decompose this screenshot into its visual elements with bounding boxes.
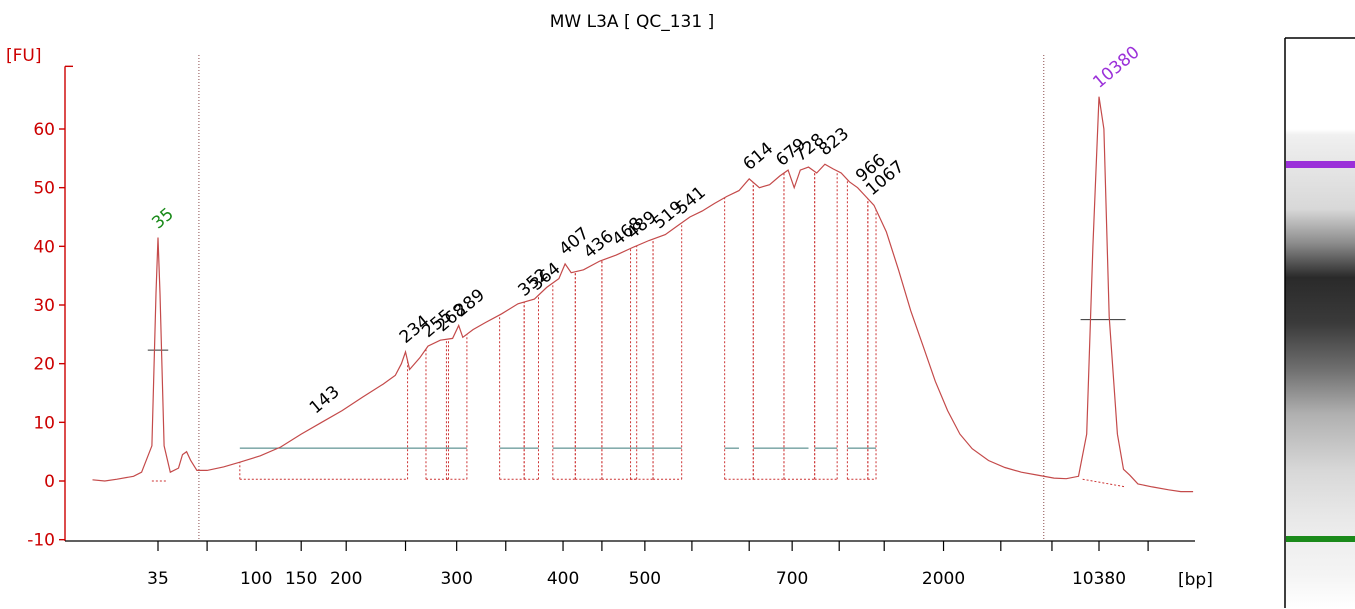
electropherogram-trace (92, 96, 1194, 493)
x-tick-label: 100 (240, 569, 272, 589)
peak-label: 10380 (1089, 42, 1143, 92)
peak-label: 35 (148, 204, 177, 233)
x-tick-label: 35 (147, 569, 169, 589)
ladder-high-baseline (1082, 478, 1126, 488)
peak-label: 614 (740, 139, 778, 175)
y-tick-label: 60 (33, 120, 55, 140)
gel-lower-marker-band (1286, 536, 1355, 542)
x-tick-label: 10380 (1072, 569, 1126, 589)
x-tick-label: 150 (285, 569, 317, 589)
marker-lines (198, 55, 1045, 541)
y-axis-unit: [FU] (6, 46, 42, 66)
peak-labels: 3514323425526828935236440743646848951954… (148, 42, 1143, 418)
y-tick-label: -10 (27, 531, 55, 551)
y-tick-label: 20 (33, 355, 55, 375)
y-tick-label: 30 (33, 296, 55, 316)
trace-group (92, 96, 1194, 493)
y-tick-label: 40 (33, 237, 55, 257)
peak-regions (147, 170, 1126, 488)
y-tick-label: 0 (44, 472, 55, 492)
y-tick-label: 50 (33, 179, 55, 199)
gel-image (1284, 37, 1355, 608)
x-tick-label: 400 (547, 569, 579, 589)
axes: -10 0 10 20 30 40 50 60 35 100 150 200 300 400 500 700 2… (27, 65, 1195, 589)
x-tick-label: 700 (776, 569, 808, 589)
gel-lane (1285, 38, 1355, 608)
peak-label: 823 (815, 124, 853, 160)
x-tick-label: 300 (440, 569, 472, 589)
x-axis-unit: [bp] (1178, 570, 1213, 590)
x-tick-label: 500 (629, 569, 661, 589)
x-tick-label: 2000 (922, 569, 965, 589)
y-tick-label: 10 (33, 413, 55, 433)
chart-title: MW L3A [ QC_131 ] (550, 12, 714, 32)
x-tick-label: 200 (330, 569, 362, 589)
gel-upper-marker-band (1286, 161, 1355, 168)
